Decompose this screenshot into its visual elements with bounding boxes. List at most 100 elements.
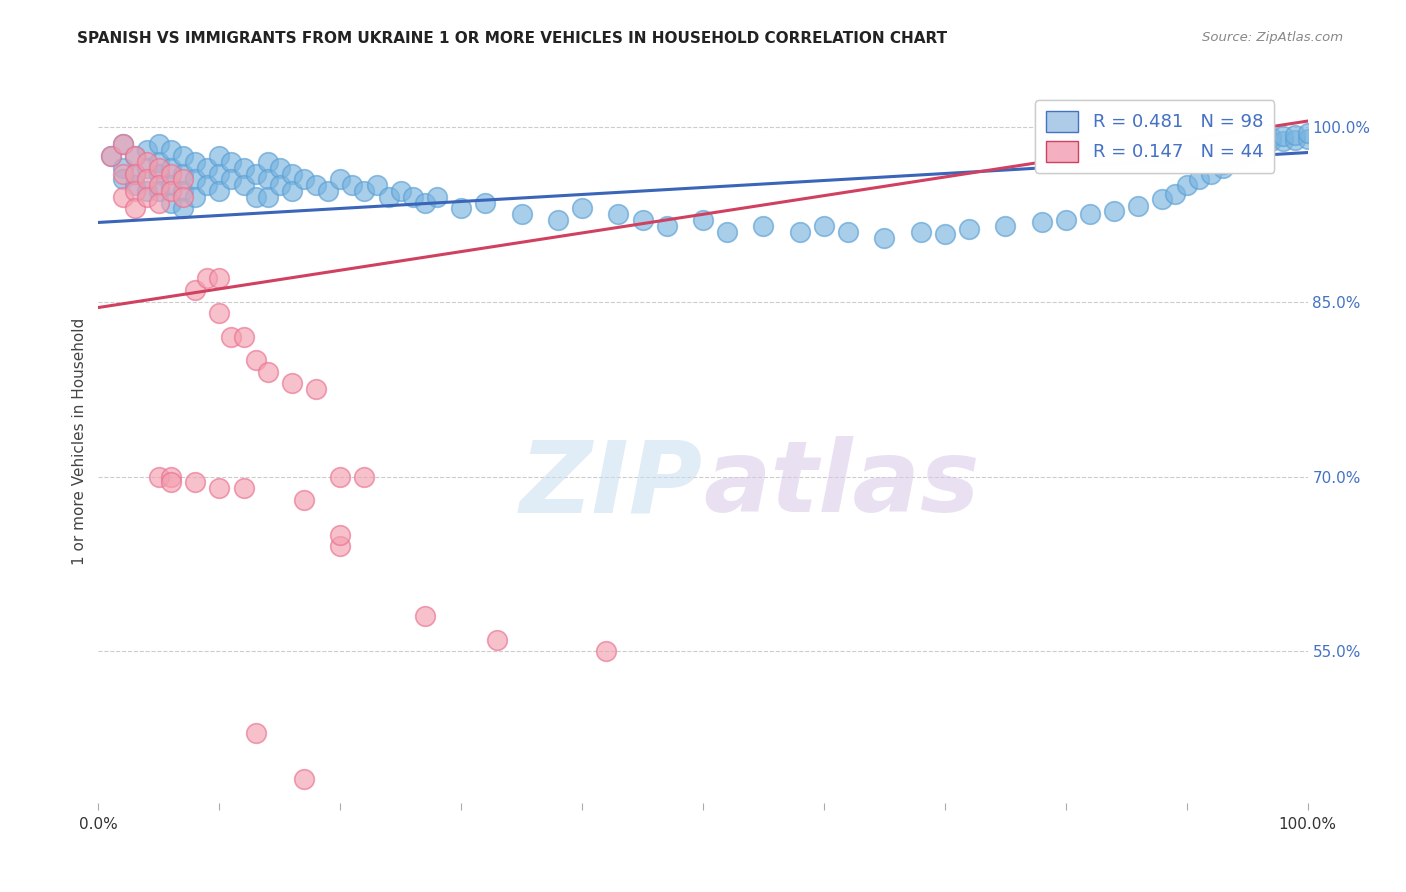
Point <box>160 184 183 198</box>
Point <box>353 469 375 483</box>
Point <box>1260 130 1282 145</box>
Point <box>111 137 134 152</box>
Point <box>486 632 509 647</box>
Point <box>329 540 352 554</box>
Point <box>135 154 157 169</box>
Point <box>1102 203 1125 218</box>
Point <box>124 178 146 193</box>
Point <box>1284 133 1306 147</box>
Point <box>232 481 254 495</box>
Point <box>124 184 146 198</box>
Point <box>208 271 231 285</box>
Point <box>292 492 315 507</box>
Point <box>172 184 194 198</box>
Point <box>957 222 980 236</box>
Point <box>172 172 194 186</box>
Point <box>474 195 496 210</box>
Point <box>402 190 425 204</box>
Point <box>1078 207 1101 221</box>
Point <box>135 143 157 157</box>
Point <box>1031 215 1053 229</box>
Point <box>111 190 134 204</box>
Point <box>1128 199 1150 213</box>
Point <box>1296 131 1319 145</box>
Point <box>256 190 278 204</box>
Point <box>269 178 291 193</box>
Point <box>160 469 183 483</box>
Point <box>1152 192 1174 206</box>
Point <box>655 219 678 233</box>
Point <box>329 528 352 542</box>
Point <box>148 167 170 181</box>
Point <box>148 161 170 175</box>
Point <box>172 190 194 204</box>
Point <box>100 149 122 163</box>
Point <box>172 202 194 216</box>
Point <box>232 178 254 193</box>
Point <box>195 178 218 193</box>
Point <box>1284 128 1306 142</box>
Point <box>377 190 399 204</box>
Point <box>316 184 339 198</box>
Text: ZIP: ZIP <box>520 436 703 533</box>
Point <box>232 161 254 175</box>
Point <box>184 154 207 169</box>
Point <box>124 202 146 216</box>
Point <box>195 161 218 175</box>
Point <box>148 195 170 210</box>
Point <box>256 154 278 169</box>
Legend: R = 0.481   N = 98, R = 0.147   N = 44: R = 0.481 N = 98, R = 0.147 N = 44 <box>1035 100 1274 172</box>
Point <box>208 167 231 181</box>
Point <box>607 207 630 221</box>
Point <box>256 365 278 379</box>
Y-axis label: 1 or more Vehicles in Household: 1 or more Vehicles in Household <box>72 318 87 566</box>
Point <box>124 167 146 181</box>
Point <box>160 178 183 193</box>
Point <box>232 329 254 343</box>
Point <box>111 172 134 186</box>
Point <box>910 225 932 239</box>
Point <box>160 195 183 210</box>
Point <box>305 382 328 396</box>
Point <box>1236 145 1258 160</box>
Point <box>1296 126 1319 140</box>
Point <box>342 178 364 193</box>
Point <box>281 376 304 391</box>
Point <box>873 230 896 244</box>
Point <box>160 143 183 157</box>
Point <box>111 161 134 175</box>
Point <box>160 167 183 181</box>
Point <box>1223 153 1246 167</box>
Point <box>245 353 267 368</box>
Point <box>1249 137 1271 152</box>
Point <box>547 213 569 227</box>
Point <box>184 172 207 186</box>
Point <box>1175 178 1198 193</box>
Point <box>221 329 243 343</box>
Point <box>148 469 170 483</box>
Point <box>366 178 388 193</box>
Point <box>160 161 183 175</box>
Point <box>135 184 157 198</box>
Point <box>292 772 315 787</box>
Point <box>100 149 122 163</box>
Point <box>281 167 304 181</box>
Point <box>256 172 278 186</box>
Point <box>269 161 291 175</box>
Point <box>510 207 533 221</box>
Point <box>329 469 352 483</box>
Point <box>1272 134 1295 148</box>
Point <box>172 149 194 163</box>
Text: atlas: atlas <box>703 436 980 533</box>
Point <box>1272 129 1295 144</box>
Point <box>934 227 956 241</box>
Point <box>148 184 170 198</box>
Point <box>221 172 243 186</box>
Point <box>1212 157 1234 171</box>
Point <box>208 184 231 198</box>
Point <box>413 609 436 624</box>
Point <box>124 149 146 163</box>
Point <box>631 213 654 227</box>
Point <box>1054 213 1077 227</box>
Point <box>111 137 134 152</box>
